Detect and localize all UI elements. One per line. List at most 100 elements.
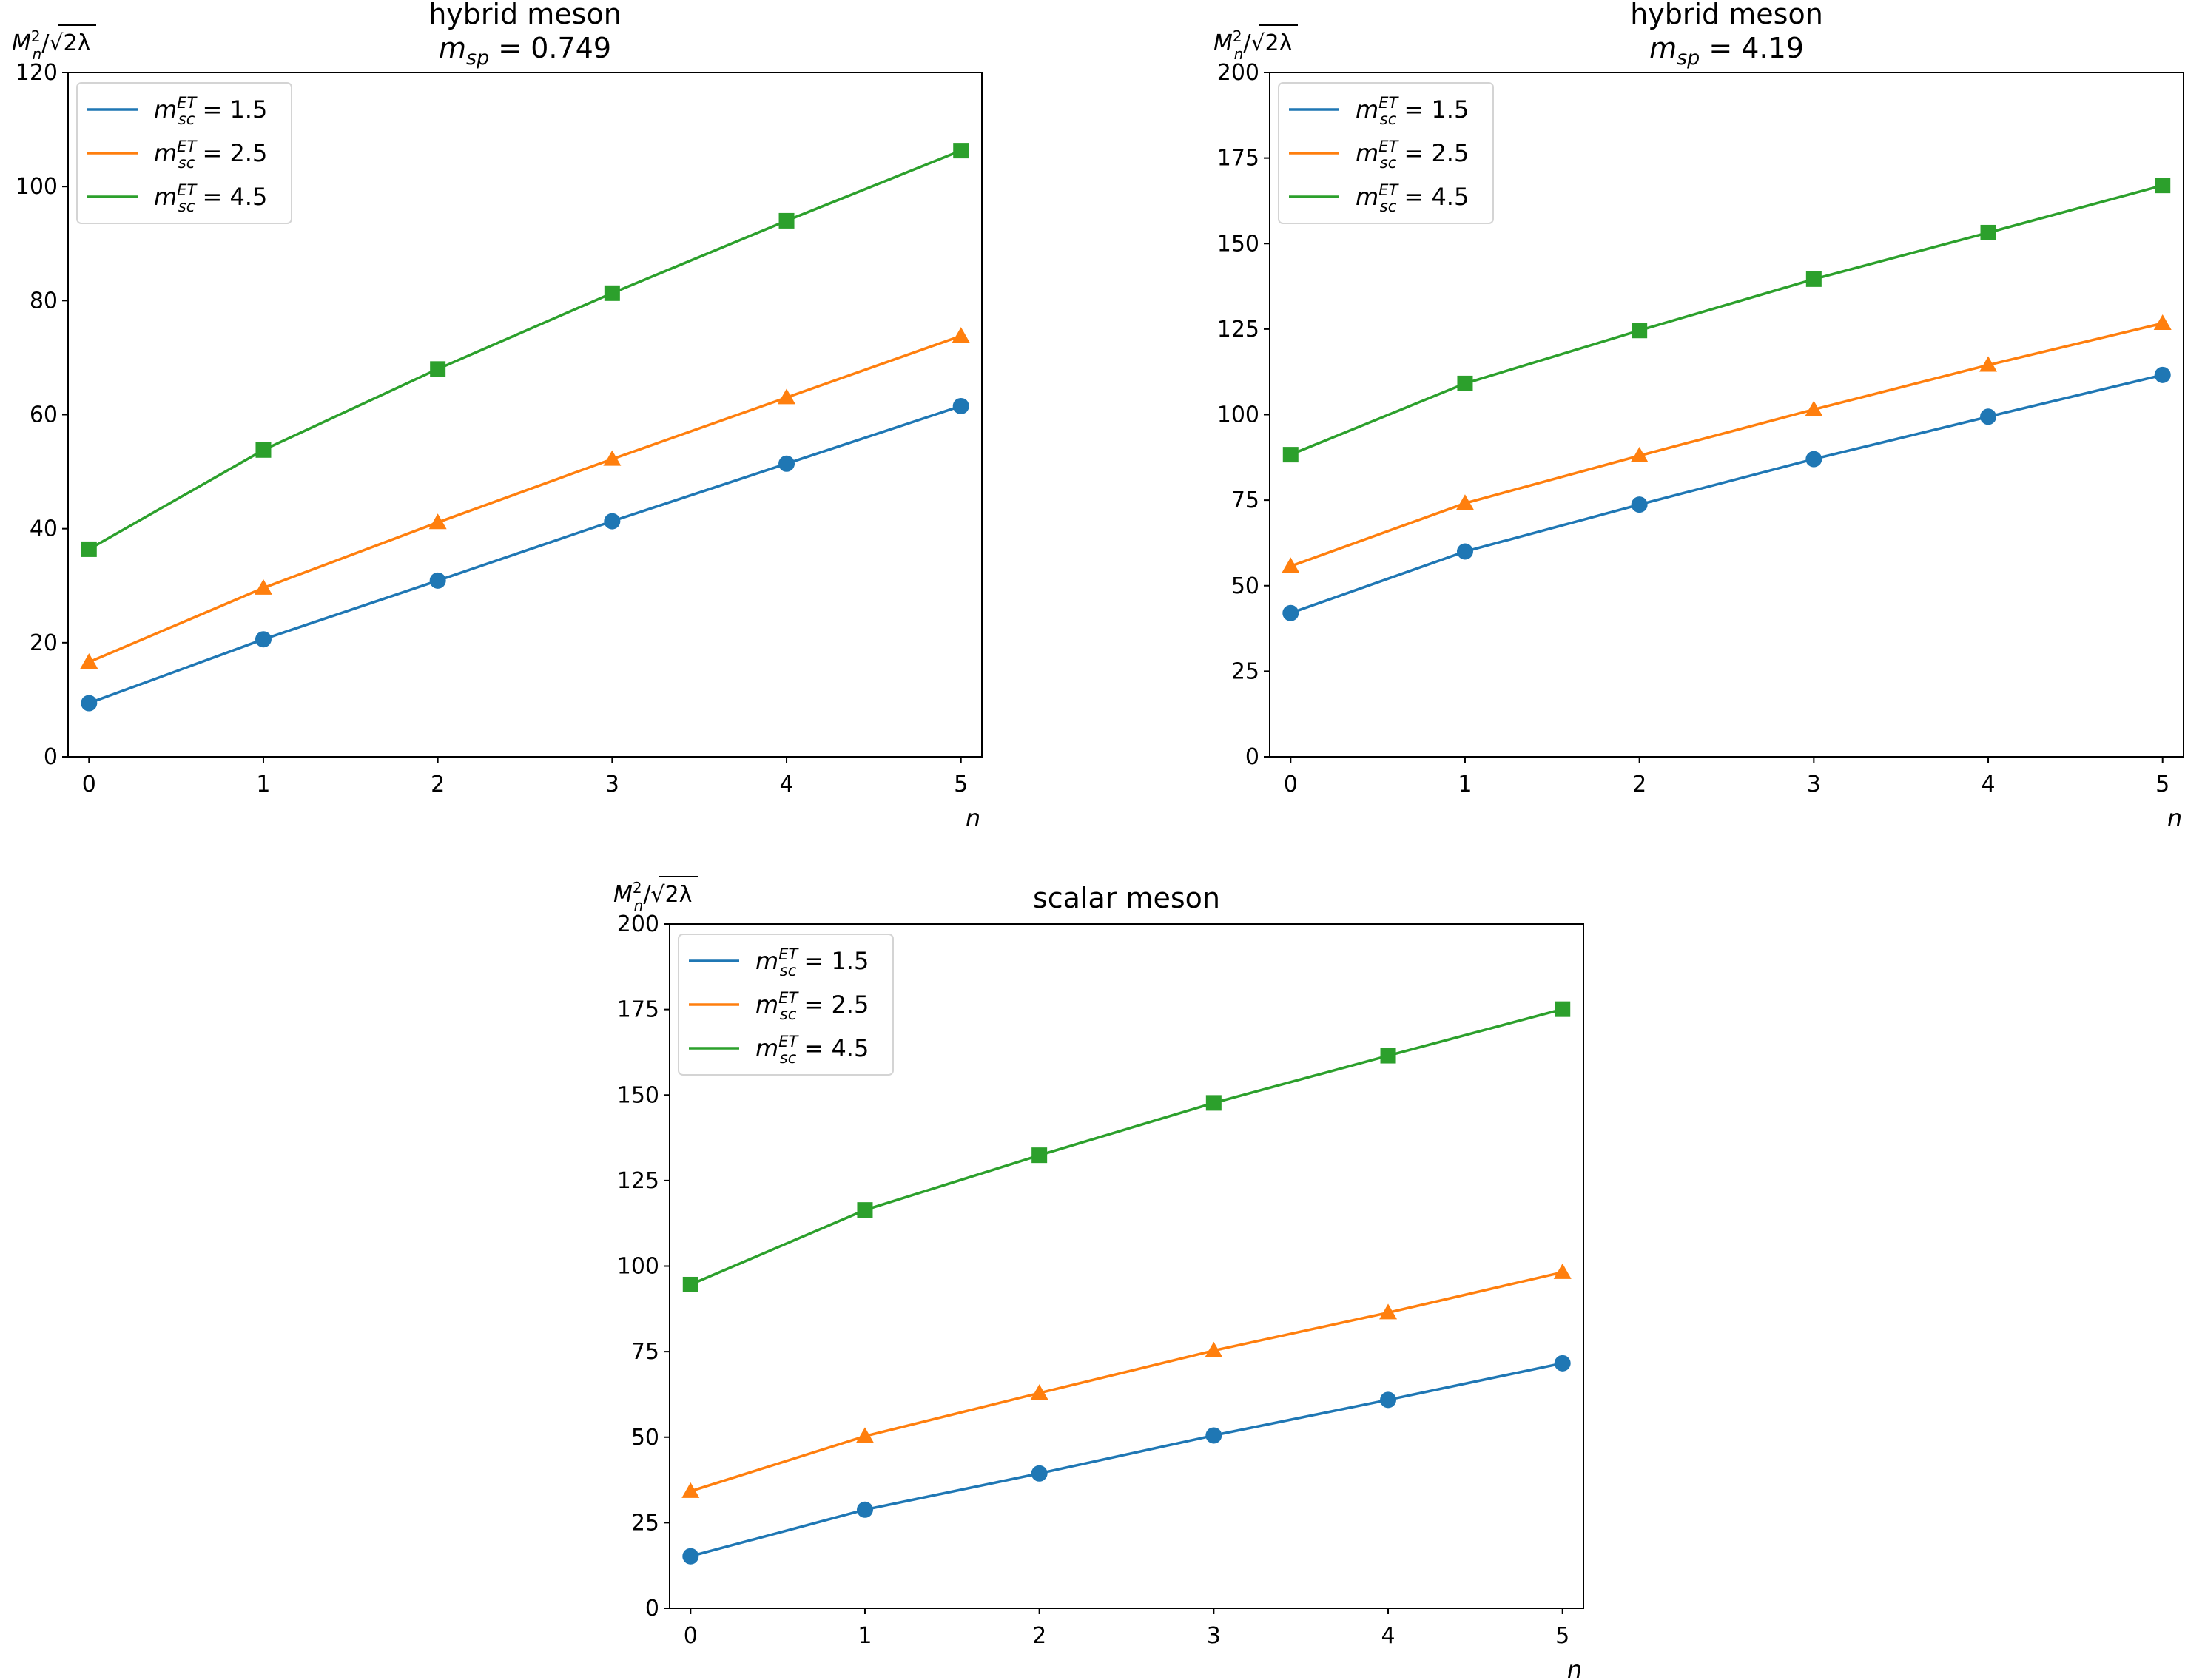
data-point (1031, 1465, 1048, 1482)
x-axis-label: n (2167, 804, 2182, 832)
data-point (1554, 1355, 1571, 1372)
x-tick-label: 5 (1555, 1623, 1569, 1649)
y-tick-label: 125 (617, 1168, 659, 1194)
data-point (1631, 496, 1648, 513)
y-tick-label: 0 (645, 1596, 659, 1622)
legend-entry: mET sc = 4.5 (154, 181, 267, 215)
data-point (1979, 356, 1998, 372)
legend-entry: mET sc = 2.5 (1356, 138, 1469, 172)
x-tick-label: 1 (1458, 772, 1472, 797)
data-point (1282, 604, 1299, 621)
x-tick-label: 5 (2155, 772, 2169, 797)
series-line (690, 1362, 1563, 1558)
data-point (1380, 1391, 1397, 1409)
y-tick-label: 100 (617, 1254, 659, 1280)
y-tick-label: 80 (30, 288, 58, 314)
data-point (255, 442, 272, 458)
y-tick-label: 20 (30, 630, 58, 656)
data-point (1282, 557, 1300, 573)
legend-entry: mET sc = 2.5 (755, 989, 869, 1023)
y-tick-label: 50 (1231, 573, 1259, 599)
y-tick-label: 200 (617, 911, 659, 937)
x-axis-label: n (1567, 1656, 1582, 1680)
data-point (80, 653, 98, 669)
y-tick-label: 0 (1245, 744, 1259, 770)
data-point (1805, 400, 1823, 416)
y-tick-label: 75 (631, 1339, 659, 1365)
y-tick-label: 25 (631, 1510, 659, 1536)
data-point (952, 397, 969, 414)
x-tick-label: 0 (684, 1623, 698, 1649)
series-2 (681, 1263, 1572, 1498)
x-tick-label: 4 (1981, 772, 1995, 797)
data-point (1632, 323, 1648, 339)
data-point (2154, 366, 2171, 383)
chart-subtitle: msp = 0.749 (439, 32, 611, 70)
y-tick-label: 150 (617, 1082, 659, 1108)
data-point (1030, 1384, 1048, 1400)
x-tick-label: 3 (1807, 772, 1821, 797)
data-point (1031, 1147, 1048, 1164)
x-tick-label: 2 (431, 772, 445, 797)
data-point (953, 143, 969, 159)
y-tick-label: 60 (30, 402, 58, 428)
series-3 (81, 143, 969, 557)
chart-title: hybrid meson (428, 0, 622, 30)
series-line (88, 149, 962, 550)
data-point (81, 695, 98, 712)
x-axis-label: n (966, 804, 980, 832)
chart-panel-2: 0 25 50 75 100 125 150 175 200 0 1 2 3 4 5 n M2 n/√2λ hybr… (1213, 0, 2184, 832)
y-axis-label: M2 n/√2λ (12, 27, 90, 63)
series-line (1290, 183, 2164, 456)
y-tick-label: 50 (631, 1425, 659, 1451)
series-1 (81, 397, 969, 712)
data-point (1205, 1095, 1222, 1111)
data-point (1980, 408, 1997, 425)
legend: mET sc = 1.5 mET sc = 2.5 mET sc = 4.5 (1278, 82, 1494, 224)
data-point (430, 361, 446, 377)
y-tick-label: 200 (1217, 60, 1259, 86)
series-line (1290, 374, 2164, 615)
x-tick-label: 4 (779, 772, 793, 797)
legend-box (678, 934, 894, 1076)
series-line (88, 405, 962, 705)
data-point (604, 513, 621, 530)
y-axis-label: M2 n/√2λ (613, 879, 692, 914)
data-point (682, 1276, 698, 1292)
x-tick-label: 3 (1207, 1623, 1221, 1649)
legend-entry: mET sc = 2.5 (154, 138, 267, 172)
y-axis-label: M2 n/√2λ (1213, 27, 1292, 63)
x-tick-label: 2 (1032, 1623, 1046, 1649)
series-3 (682, 1001, 1571, 1292)
data-point (1282, 447, 1299, 463)
legend: mET sc = 1.5 mET sc = 2.5 mET sc = 4.5 (76, 82, 292, 224)
data-point (682, 1548, 699, 1565)
legend-box (76, 82, 292, 224)
series-line (690, 1271, 1563, 1493)
chart-panel-1: 0 20 40 60 80 100 120 0 1 2 3 4 5 n M2 n/√2λ hybrid meso… (12, 0, 983, 832)
x-tick-label: 4 (1381, 1623, 1395, 1649)
data-point (681, 1482, 700, 1498)
data-point (1456, 543, 1473, 560)
data-point (778, 388, 796, 405)
data-point (1379, 1303, 1398, 1320)
y-tick-label: 120 (16, 60, 58, 86)
y-tick-label: 0 (44, 744, 58, 770)
legend-entry: mET sc = 1.5 (154, 94, 267, 128)
data-point (603, 450, 622, 466)
y-tick-label: 75 (1231, 488, 1259, 513)
y-tick-label: 175 (1217, 146, 1259, 172)
x-tick-label: 1 (256, 772, 270, 797)
data-point (855, 1427, 874, 1443)
chart-title: scalar meson (1033, 882, 1220, 914)
data-point (1980, 224, 1996, 240)
series-line (88, 334, 962, 664)
data-point (1380, 1048, 1396, 1064)
data-point (81, 541, 97, 557)
data-point (1205, 1427, 1222, 1444)
y-tick-label: 25 (1231, 658, 1259, 684)
data-point (1205, 1341, 1223, 1357)
series-3 (1282, 178, 2171, 463)
legend-entry: mET sc = 1.5 (1356, 94, 1469, 128)
